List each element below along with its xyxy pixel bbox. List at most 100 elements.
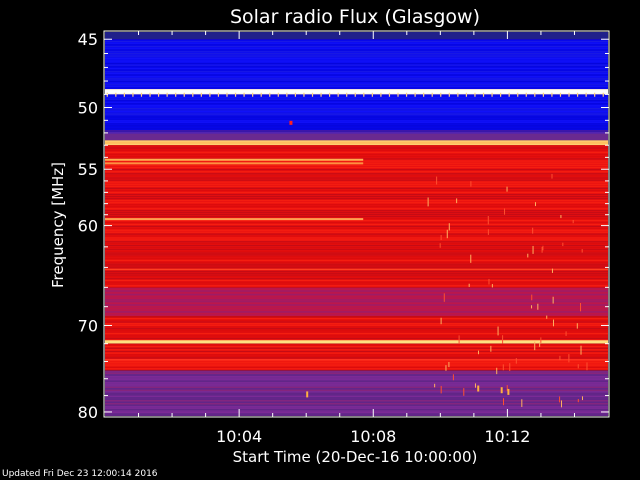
interference-tick [380,92,382,97]
spectrogram-row [105,398,608,400]
spectrogram-row [105,259,608,262]
spectrogram-streak [580,302,582,312]
spectrogram-row [105,248,608,250]
spectrogram-streak [497,326,499,336]
spectrogram-streak [565,331,567,336]
spectrogram-row [105,360,608,362]
spectrogram-row [105,324,608,326]
spectrogram-row [105,337,608,340]
spectrogram-row [105,306,608,308]
spectrogram-row [105,239,608,241]
spectrogram-row [105,241,608,243]
interference-tick [183,92,185,97]
y-tick-label: 50 [78,98,98,117]
spectrogram-streak [427,197,429,207]
spectrogram-blip [289,120,293,125]
spectrogram-row [105,187,608,190]
spectrogram-streak [440,317,442,325]
spectrogram-streak [581,249,583,253]
spectrogram-row [105,307,608,310]
interference-line [105,218,364,221]
spectrogram-row [105,183,608,185]
spectrogram-row [105,366,608,368]
spectrogram-row [105,243,608,245]
interference-tick [568,92,570,97]
spectrogram-row [105,349,608,351]
spectrogram-band [105,39,608,90]
spectrogram-row [105,297,608,299]
spectrogram-row [105,336,608,338]
x-axis: 10:04 10:08 10:12 [138,31,575,446]
spectrogram-streak [502,364,504,371]
interference-tick [149,92,151,97]
spectrogram-row [105,329,608,331]
spectrogram-streak [440,234,442,241]
spectrogram-row [105,365,608,367]
spectrogram-row [105,145,608,147]
interference-tick [474,92,476,97]
interference-line [105,340,608,344]
spectrogram-row [105,250,608,252]
spectrogram-row [105,254,608,256]
spectrogram-row [105,328,608,330]
spectrogram-row [105,413,608,415]
spectrogram-row [105,278,608,280]
spectrogram-row [105,160,608,162]
spectrogram-row [105,406,608,408]
spectrogram-row [105,121,608,123]
x-axis-label: Start Time (20-Dec-16 10:00:00) [233,448,478,466]
spectrogram-row [105,57,608,59]
spectrogram-row [105,59,608,61]
spectrogram-row [105,407,608,409]
spectrogram-streak [531,294,533,301]
interference-line [105,90,608,94]
spectrogram-row [105,380,608,382]
spectrogram-row [105,233,608,235]
spectrogram-row [105,295,608,297]
interference-tick [157,92,160,97]
interference-tick [337,92,339,97]
interference-tick [209,92,211,97]
interference-tick [234,92,237,97]
spectrogram-streak [477,350,479,355]
spectrogram-row [105,52,608,54]
spectrogram-row [105,191,608,194]
spectrogram-row [105,120,608,122]
spectrogram-streak [474,383,476,388]
interference-line [105,141,608,144]
spectrogram-row [105,208,608,210]
spectrogram-streak [521,399,523,407]
spectrogram-row [105,281,608,283]
spectrogram-row [105,149,608,151]
spectrogram-row [105,258,608,260]
spectrogram-row [105,318,608,320]
interference-tick [397,92,399,97]
spectrogram-streak [509,363,511,372]
spectrogram-row [105,357,608,359]
spectrogram-streak [456,198,458,204]
spectrogram-row [105,354,608,356]
spectrogram-streak [446,229,448,239]
interference-tick [260,92,262,97]
spectrogram-row [105,74,608,76]
spectrogram-row [105,200,608,202]
spectrogram-streak [532,227,534,234]
spectrogram-row [105,288,608,290]
spectrogram-row [105,286,608,289]
spectrogram-streak [502,335,504,344]
y-axis-label: Frequency [MHz] [49,162,67,288]
spectrogram-row [105,223,608,226]
spectrogram-row [105,62,608,64]
spectrogram-row [105,130,608,132]
spectrogram-row [105,346,608,348]
spectrogram-row [105,361,608,364]
interference-tick [294,92,296,97]
spectrogram-row [105,129,608,131]
spectrogram-row [105,214,608,216]
spectrogram-row [105,293,608,296]
spectrogram-streak [561,400,563,408]
spectrogram-row [105,300,608,303]
spectrogram-row [105,391,608,393]
spectrogram-row [105,103,608,105]
interference-tick [431,92,433,97]
